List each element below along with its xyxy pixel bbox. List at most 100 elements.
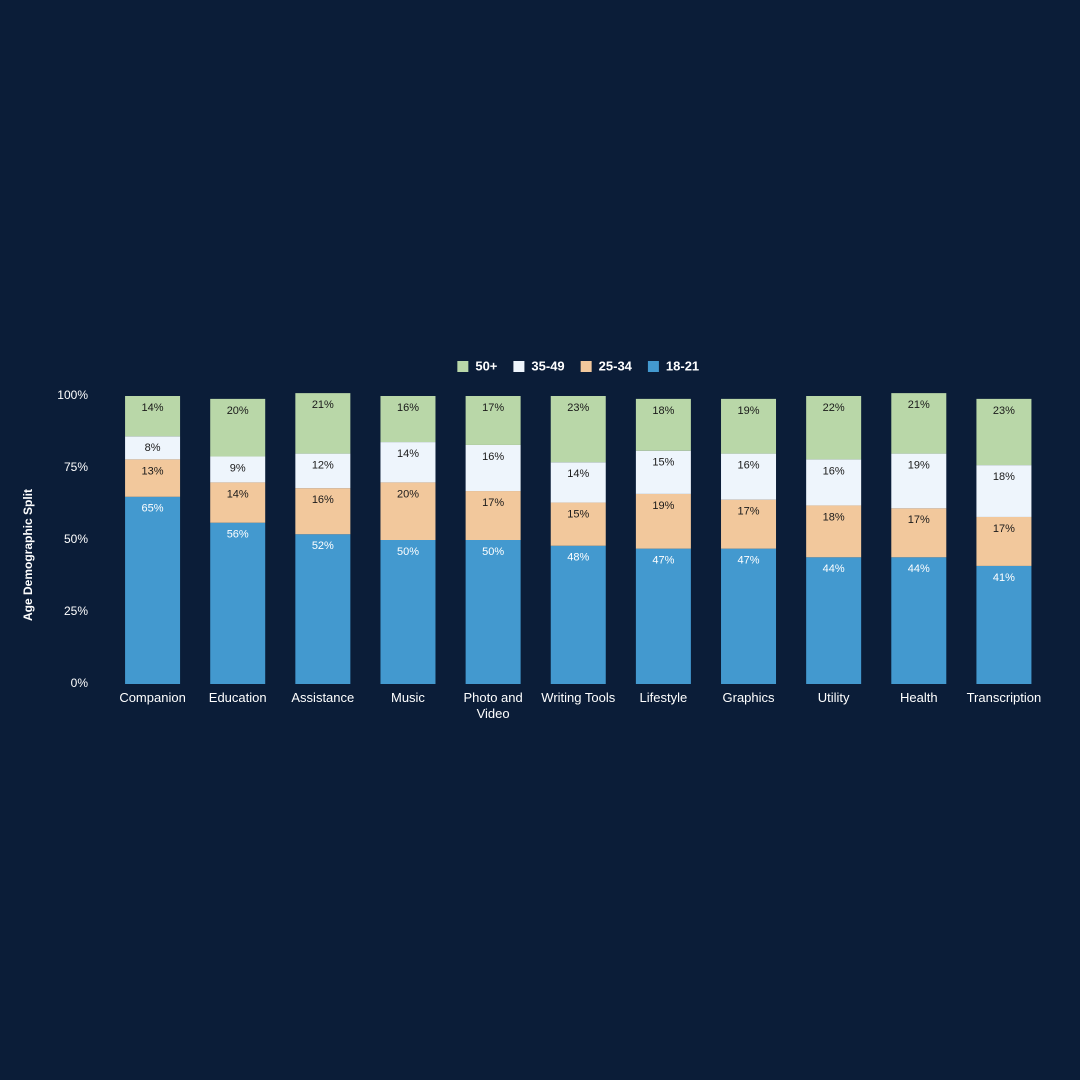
data-label: 18% [652, 405, 674, 417]
data-label: 23% [567, 402, 589, 414]
data-label: 23% [993, 405, 1015, 417]
x-tick-label: Transcription [966, 690, 1042, 705]
bar-segment [721, 548, 777, 684]
data-label: 20% [227, 405, 249, 417]
legend-label: 25-34 [599, 358, 633, 373]
data-label: 17% [738, 506, 760, 518]
bar-segment [891, 557, 947, 684]
x-tick-label: Utility [817, 690, 850, 705]
data-label: 16% [823, 465, 845, 477]
data-label: 15% [567, 508, 589, 520]
x-tick-label: Assistance [291, 690, 355, 705]
legend-swatch [513, 361, 525, 372]
data-label: 14% [397, 448, 419, 460]
legend-swatch [580, 361, 592, 372]
data-label: 47% [738, 555, 760, 567]
bar-segment [635, 398, 691, 451]
bar-segment [721, 499, 777, 549]
data-label: 18% [993, 471, 1015, 483]
bar-segment [465, 444, 521, 492]
y-tick-label: 0% [71, 676, 89, 690]
y-tick-label: 50% [64, 532, 88, 546]
bar-segment [806, 505, 862, 558]
data-label: 17% [993, 523, 1015, 535]
x-tick-label: Music [390, 690, 425, 705]
data-label: 17% [482, 497, 504, 509]
data-label: 50% [482, 546, 504, 558]
data-label: 16% [312, 494, 334, 506]
y-tick-label: 25% [64, 604, 88, 618]
x-tick-label: Photo and Video [463, 690, 523, 721]
data-label: 52% [312, 540, 334, 552]
y-tick-label: 100% [57, 388, 88, 402]
y-axis-title: Age Demographic Split [21, 489, 35, 621]
x-tick-label: Writing Tools [541, 690, 616, 705]
x-tick-label: Lifestyle [639, 690, 688, 705]
bar-segment [210, 522, 266, 684]
bar-segment [380, 396, 436, 443]
x-tick-label: Education [208, 690, 267, 705]
bar-segment [125, 436, 181, 460]
bar-segment [465, 540, 521, 684]
data-label: 19% [652, 500, 674, 512]
data-label: 19% [738, 405, 760, 417]
bar-segment [806, 459, 862, 506]
bar-segment [550, 545, 606, 684]
data-label: 47% [652, 555, 674, 567]
bar-segment [380, 482, 436, 540]
bar-segment [635, 450, 691, 494]
data-label: 14% [567, 468, 589, 480]
bar-segment [125, 459, 181, 497]
data-label: 41% [993, 572, 1015, 584]
bar-segment [635, 548, 691, 684]
bar-segment [210, 398, 266, 457]
bar-segment [976, 398, 1032, 466]
data-label: 56% [227, 529, 249, 541]
bar-segment [891, 453, 947, 509]
bar-segment [721, 453, 777, 500]
bar-segment [976, 565, 1032, 684]
data-label: 44% [908, 563, 930, 575]
bar-segment [891, 508, 947, 558]
data-label: 16% [738, 460, 760, 472]
data-label: 17% [908, 514, 930, 526]
legend-swatch [647, 361, 659, 372]
data-label: 19% [908, 460, 930, 472]
x-tick-label: Health [899, 690, 938, 705]
bar-segment [806, 557, 862, 684]
bar-segment [210, 456, 266, 483]
bar-segment [465, 491, 521, 540]
bar-segment [295, 393, 351, 454]
legend-label: 18-21 [666, 358, 699, 373]
data-label: 14% [142, 402, 164, 414]
data-label: 18% [823, 511, 845, 523]
legend-swatch [457, 361, 469, 372]
data-label: 20% [397, 488, 419, 500]
data-label: 8% [145, 442, 161, 454]
bar-segment [380, 540, 436, 684]
data-label: 17% [482, 402, 504, 414]
bar-segment [125, 496, 181, 684]
data-label: 15% [652, 457, 674, 469]
data-label: 48% [567, 552, 589, 564]
data-label: 16% [482, 451, 504, 463]
data-label: 44% [823, 563, 845, 575]
bar-segment [465, 396, 521, 445]
data-label: 14% [227, 488, 249, 500]
x-tick-label: Companion [119, 690, 186, 705]
data-label: 22% [823, 402, 845, 414]
data-label: 12% [312, 460, 334, 472]
y-tick-label: 75% [64, 460, 88, 474]
data-label: 65% [142, 503, 164, 515]
legend-label: 50+ [475, 358, 497, 373]
bar-segment [721, 398, 777, 454]
legend-label: 35-49 [531, 358, 564, 373]
bar-segment [550, 502, 606, 546]
data-label: 21% [312, 399, 334, 411]
bar-segment [550, 396, 606, 463]
data-label: 50% [397, 546, 419, 558]
data-label: 21% [908, 399, 930, 411]
bar-segment [635, 493, 691, 549]
